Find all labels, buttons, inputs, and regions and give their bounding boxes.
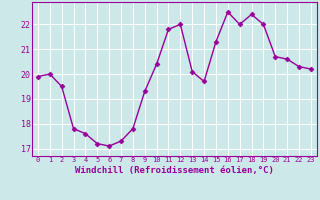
X-axis label: Windchill (Refroidissement éolien,°C): Windchill (Refroidissement éolien,°C)	[75, 166, 274, 175]
